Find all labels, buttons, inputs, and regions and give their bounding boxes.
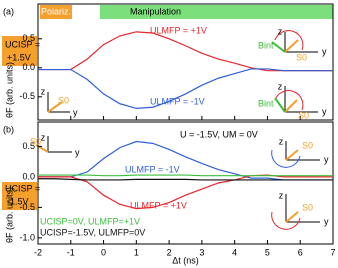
series-label: ULMFP = +1V [150,25,207,35]
annotation: Manipulation [130,6,181,16]
x-tick-label: 7 [330,247,335,257]
annotation: S0 [302,140,313,150]
y-axis-label: θF (arb. units) [4,62,14,118]
annotation: z [41,86,46,96]
annotation: y [322,46,327,56]
ucisp-box-a [2,36,37,66]
annotation: y [324,216,329,226]
y-axis-label: θF (arb. units) [4,187,14,243]
series-label: ULMFP = +1V [130,200,187,210]
icons [47,32,320,223]
series-line [38,174,333,177]
y-tick-label: 0.5 [22,141,35,151]
annotation: z [279,136,284,146]
panel-label: (a) [3,6,14,16]
series-line [38,31,333,72]
x-tick-label: -2 [34,247,42,257]
icon-arcs [35,30,304,230]
annotation: S0 [58,95,69,105]
y-tick-label: 0.0 [22,62,35,72]
annotation: Polariz. [41,6,71,16]
annotation: -1.5V [7,196,29,206]
y-tick-label: 0.0 [22,171,35,181]
polariz-bar [40,5,72,19]
x-tick-label: 1 [134,247,139,257]
y-tick-label: -0.5 [19,202,35,212]
annotation: +1.5V [7,52,31,62]
ucisp-box-b [2,182,37,210]
annotation: y [75,147,80,157]
annotation: UCISP = [5,39,40,49]
annotation: z [278,26,283,36]
series-label: ULMFP = -1V [150,96,205,106]
series-line [38,68,333,110]
x-tick-label: 2 [167,247,172,257]
series-label: UCISP=0V, ULMFP=+1V [40,216,140,226]
series-line [38,140,333,181]
y-tick-label: -1.0 [19,232,35,242]
x-tick-label: -1 [67,247,75,257]
annotation: S0 [298,110,309,120]
plot-frame [37,3,334,121]
series-line [38,174,333,210]
series-label: ULMFP = -1V [125,164,180,174]
x-tick-label: 6 [298,247,303,257]
annotation: UCISP = [5,183,40,193]
manipulation-bar [100,5,333,19]
annotation: U = -1.5V, UM = 0V [180,129,258,139]
x-axis-label: Δt (ns) [172,255,199,265]
annotation: y [73,107,78,117]
annotation: z [41,132,46,142]
x-tick-label: 5 [265,247,270,257]
x-tick-label: 4 [232,247,237,257]
annotation: z [279,190,284,200]
x-tick-label: 0 [101,247,106,257]
annotation: S0 [302,202,313,212]
annotation: Bint [258,40,274,50]
annotation: z [278,81,283,91]
series-line [38,178,333,181]
annotation: Bint [258,98,274,108]
y-tick-label: -0.5 [19,91,35,101]
annotation: y [322,106,327,116]
y-tick-label: 0.5 [22,33,35,43]
annotation: y [324,154,329,164]
plot-frame [37,121,334,245]
annotation: S0 [30,136,41,146]
panel-label: (b) [3,124,14,134]
x-tick-label: 3 [199,247,204,257]
annotation: S0 [296,52,307,62]
series-label: UCISP=-1.5V, ULMFP=0V [40,227,145,237]
